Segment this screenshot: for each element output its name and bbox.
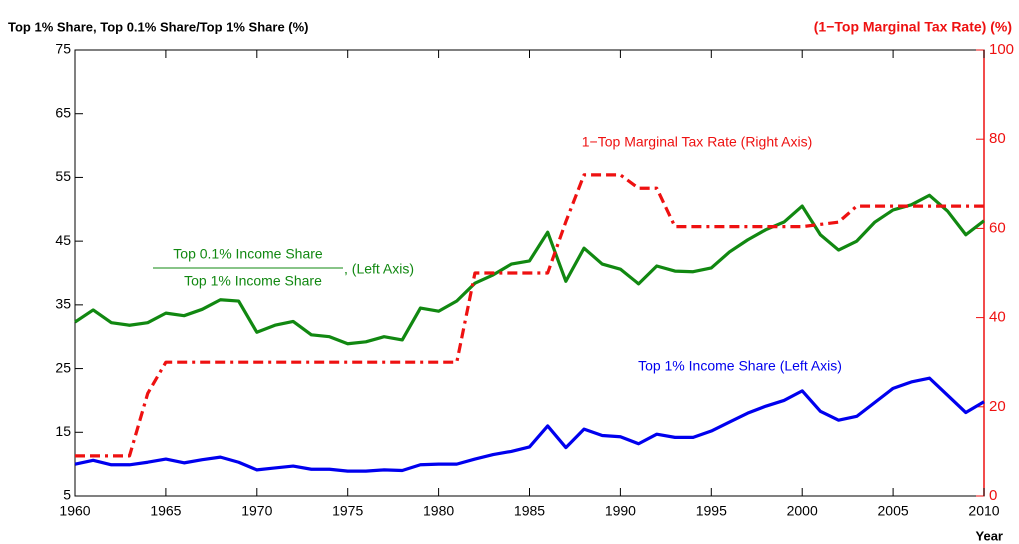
series-line	[74, 193, 985, 346]
annotation-suffix: , (Left Axis)	[344, 261, 414, 277]
annotation-denominator: Top 1% Income Share	[184, 273, 322, 289]
y2-tick-label: 100	[989, 41, 1014, 58]
x-tick-label: 1975	[332, 503, 363, 519]
y-tick-label: 5	[63, 487, 71, 503]
x-tick-label: 2000	[787, 503, 818, 519]
y2-tick-label: 40	[989, 309, 1006, 326]
x-tick-label: 1960	[59, 503, 90, 519]
x-tick-label: 1980	[423, 503, 454, 519]
y-tick-label: 65	[55, 104, 71, 120]
x-tick-label: 1970	[241, 503, 272, 519]
y-tick-label: 55	[55, 168, 71, 184]
annotation: Top 1% Income Share (Left Axis)	[638, 358, 842, 374]
y-tick-label: 45	[55, 232, 71, 248]
x-tick-label: 2010	[968, 503, 999, 519]
x-tick-label: 2005	[878, 503, 909, 519]
y2-axis-title: (1−Top Marginal Tax Rate) (%)	[814, 19, 1012, 35]
y-tick-label: 15	[55, 423, 71, 439]
y-axis-title: Top 1% Share, Top 0.1% Share/Top 1% Shar…	[8, 19, 309, 34]
x-tick-label: 1985	[514, 503, 545, 519]
y2-tick-label: 20	[989, 398, 1006, 415]
series-line	[74, 376, 985, 473]
y2-tick-label: 80	[989, 130, 1006, 147]
y-tick-label: 25	[55, 359, 71, 375]
annotation: 1−Top Marginal Tax Rate (Right Axis)	[582, 134, 812, 150]
series-line	[75, 173, 984, 458]
y2-tick-label: 60	[989, 219, 1006, 236]
annotation-numerator: Top 0.1% Income Share	[173, 246, 323, 262]
y-tick-label: 35	[55, 296, 71, 312]
y2-tick-label: 0	[989, 487, 997, 504]
y-tick-label: 75	[55, 41, 71, 57]
x-axis-title: Year	[976, 528, 1003, 543]
x-tick-label: 1965	[150, 503, 181, 519]
x-tick-label: 1995	[696, 503, 727, 519]
x-tick-label: 1990	[605, 503, 636, 519]
